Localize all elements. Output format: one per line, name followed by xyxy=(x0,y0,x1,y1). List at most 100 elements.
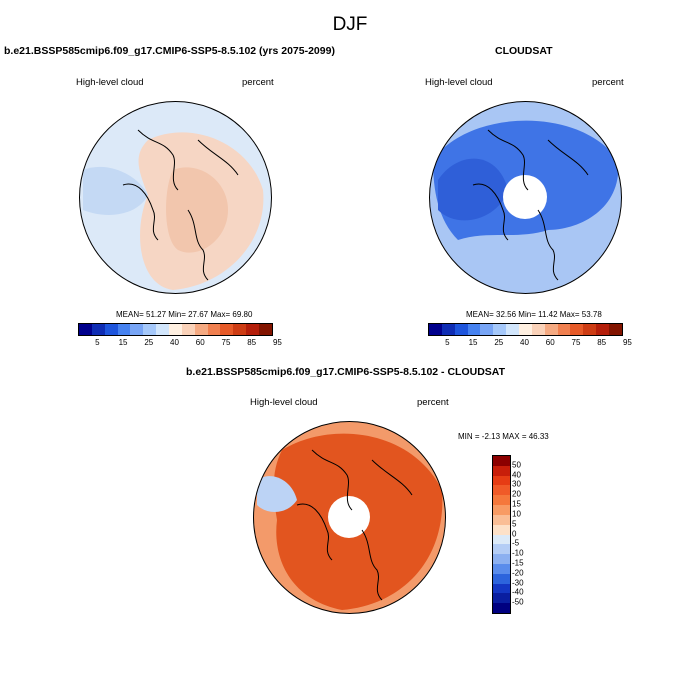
obs-colorbar-tick-label: 75 xyxy=(571,338,581,347)
model-colorbar-swatch xyxy=(156,324,170,335)
model-colorbar-tick-label: 5 xyxy=(95,338,100,347)
diff-colorbar-swatch xyxy=(493,554,510,564)
diff-colorbar-tick-label: -40 xyxy=(512,587,524,597)
diff-colorbar-tick-label: 15 xyxy=(512,499,521,509)
diff-colorbar-tick-label: 40 xyxy=(512,470,521,480)
model-variable-label: High-level cloud xyxy=(76,77,144,88)
diff-colorbar-swatch xyxy=(493,465,510,476)
model-colorbar-swatch xyxy=(91,324,105,335)
model-colorbar-tick-label: 85 xyxy=(247,338,257,347)
obs-units-label: percent xyxy=(592,77,624,88)
diff-max-label: MAX = xyxy=(502,432,527,441)
diff-min-label: MIN = xyxy=(458,432,480,441)
model-mean-label: MEAN= xyxy=(116,310,144,319)
diff-colorbar-swatch xyxy=(493,524,510,535)
model-colorbar-swatch xyxy=(246,324,260,335)
diff-colorbar xyxy=(492,455,511,614)
obs-stats: MEAN= 32.56 Min= 11.42 Max= 53.78 xyxy=(466,310,602,319)
obs-colorbar-swatch xyxy=(570,324,584,335)
model-colorbar-tick-label: 15 xyxy=(118,338,128,347)
diff-colorbar-swatch xyxy=(493,475,510,486)
obs-variable-label: High-level cloud xyxy=(425,77,493,88)
obs-colorbar-swatch xyxy=(596,324,610,335)
model-max-value: 69.80 xyxy=(232,310,253,319)
obs-max-label: Max= xyxy=(559,310,580,319)
obs-panel-title: CLOUDSAT xyxy=(495,45,553,57)
obs-colorbar-swatch xyxy=(557,324,571,335)
model-panel-title: b.e21.BSSP585cmip6.f09_g17.CMIP6-SSP5-8.… xyxy=(4,45,335,57)
diff-colorbar-ticks: 50 40 30 20 15 10 5 0 -5 -10 -15 -20 -30 -40 -50 xyxy=(512,455,542,612)
obs-colorbar-swatch xyxy=(441,324,455,335)
diff-colorbar-tick-label: 0 xyxy=(512,529,517,538)
obs-colorbar-swatch xyxy=(519,324,532,335)
model-colorbar-tick-label: 40 xyxy=(170,338,179,347)
diff-colorbar-tick-label: 20 xyxy=(512,489,521,499)
diff-panel-title: b.e21.BSSP585cmip6.f09_g17.CMIP6-SSP5-8.… xyxy=(186,366,506,378)
diff-polar-map xyxy=(253,421,446,614)
obs-colorbar-tick-label: 15 xyxy=(468,338,478,347)
diff-colorbar-swatch xyxy=(493,544,510,555)
obs-max-value: 53.78 xyxy=(581,310,602,319)
obs-colorbar-swatch xyxy=(609,324,622,335)
diff-colorbar-swatch xyxy=(493,505,510,515)
obs-colorbar-swatch xyxy=(429,324,442,335)
diff-colorbar-swatch xyxy=(493,514,510,525)
obs-colorbar-swatch xyxy=(544,324,558,335)
model-colorbar-swatch xyxy=(220,324,234,335)
obs-mean-value: 32.56 xyxy=(496,310,517,319)
model-min-label: Min= xyxy=(168,310,186,319)
obs-colorbar-tick-label: 85 xyxy=(597,338,607,347)
diff-colorbar-tick-label: 50 xyxy=(512,460,521,470)
obs-colorbar-swatch xyxy=(454,324,468,335)
model-colorbar-tick-label: 95 xyxy=(272,338,282,347)
diff-colorbar-tick-label: 5 xyxy=(512,519,517,529)
obs-colorbar-ticks: 5 15 25 40 60 75 85 95 xyxy=(428,338,632,350)
model-min-value: 27.67 xyxy=(188,310,209,319)
diff-colorbar-swatch xyxy=(493,603,510,613)
diff-colorbar-tick-label: 10 xyxy=(512,509,521,519)
diff-colorbar-swatch xyxy=(493,593,510,604)
diff-colorbar-swatch xyxy=(493,563,510,574)
model-colorbar-swatch xyxy=(181,324,195,335)
model-colorbar-swatch xyxy=(207,324,221,335)
diff-colorbar-tick-label: -30 xyxy=(512,578,524,588)
obs-min-label: Min= xyxy=(518,310,536,319)
diff-colorbar-tick-label: -20 xyxy=(512,568,524,578)
obs-colorbar-swatch xyxy=(531,324,545,335)
diff-colorbar-swatch xyxy=(493,495,510,506)
figure-title: DJF xyxy=(332,14,368,35)
model-colorbar-swatch xyxy=(194,324,208,335)
model-colorbar-tick-label: 25 xyxy=(144,338,154,347)
model-colorbar xyxy=(78,323,273,336)
obs-colorbar-tick-label: 5 xyxy=(445,338,450,347)
diff-stats: MIN = -2.13 MAX = 46.33 xyxy=(458,432,549,441)
diff-colorbar-swatch xyxy=(493,456,510,466)
diff-units-label: percent xyxy=(417,397,449,408)
diff-colorbar-tick-label: -50 xyxy=(512,597,524,607)
model-colorbar-swatch xyxy=(143,324,157,335)
model-max-label: Max= xyxy=(210,310,231,319)
diff-colorbar-tick-label: -5 xyxy=(512,538,520,548)
model-colorbar-swatch xyxy=(259,324,272,335)
obs-colorbar-swatch xyxy=(583,324,597,335)
obs-min-value: 11.42 xyxy=(538,310,558,319)
diff-colorbar-swatch xyxy=(493,583,510,594)
diff-colorbar-swatch xyxy=(493,485,510,496)
model-colorbar-swatch xyxy=(169,324,182,335)
model-colorbar-swatch xyxy=(233,324,247,335)
obs-mean-label: MEAN= xyxy=(466,310,494,319)
model-stats: MEAN= 51.27 Min= 27.67 Max= 69.80 xyxy=(116,310,252,319)
diff-colorbar-tick-label: -10 xyxy=(512,548,524,558)
model-colorbar-swatch xyxy=(79,324,92,335)
model-colorbar-tick-label: 75 xyxy=(221,338,231,347)
obs-colorbar-tick-label: 95 xyxy=(622,338,632,347)
obs-polar-map xyxy=(429,101,622,294)
model-units-label: percent xyxy=(242,77,274,88)
diff-colorbar-swatch xyxy=(493,534,510,545)
model-polar-map xyxy=(79,101,272,294)
model-mean-value: 51.27 xyxy=(146,310,167,319)
model-colorbar-ticks: 5 15 25 40 60 75 85 95 xyxy=(78,338,282,350)
model-colorbar-swatch xyxy=(117,324,131,335)
obs-colorbar-tick-label: 40 xyxy=(520,338,529,347)
model-colorbar-tick-label: 60 xyxy=(195,338,205,347)
